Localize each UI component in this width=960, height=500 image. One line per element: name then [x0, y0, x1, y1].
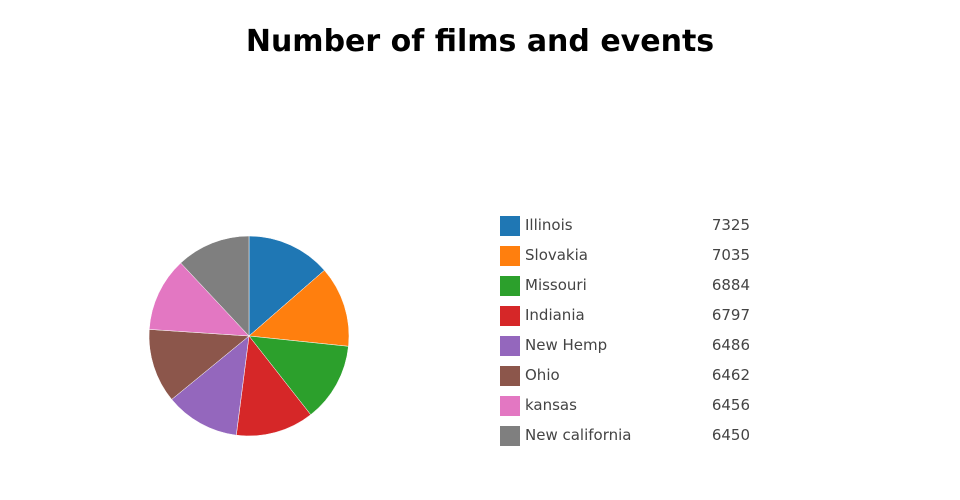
legend-item[interactable]: Slovakia 7035 — [500, 245, 760, 275]
pie-slice-kansas[interactable] — [148, 262, 250, 337]
legend-swatch — [500, 306, 520, 326]
legend-value: 6797 — [711, 306, 750, 324]
legend-value: 7035 — [711, 246, 750, 264]
legend: Illinois 7325 Slovakia 7035 Missouri 6884 Indi… — [500, 215, 760, 455]
chart-title: Number of films and events — [245, 24, 715, 59]
legend-value: 6456 — [711, 396, 750, 414]
legend-swatch — [500, 246, 520, 266]
legend-value: 6462 — [711, 366, 750, 384]
pie-slice-illinois[interactable] — [248, 235, 325, 337]
legend-label: Missouri — [525, 276, 587, 294]
legend-value: 6884 — [711, 276, 750, 294]
legend-item[interactable]: Illinois 7325 — [500, 215, 760, 245]
legend-item[interactable]: Indiania 6797 — [500, 305, 760, 335]
legend-label: Indiania — [525, 306, 585, 324]
legend-swatch — [500, 336, 520, 356]
pie-slice-indiania[interactable] — [236, 335, 312, 437]
legend-value: 7325 — [711, 216, 750, 234]
legend-swatch — [500, 396, 520, 416]
legend-swatch — [500, 426, 520, 446]
legend-label: New Hemp — [525, 336, 608, 354]
legend-label: Illinois — [525, 216, 573, 234]
legend-item[interactable]: Missouri 6884 — [500, 275, 760, 305]
legend-value: 6450 — [711, 426, 750, 444]
pie-slice-missouri[interactable] — [248, 335, 349, 416]
legend-label: Ohio — [525, 366, 560, 384]
legend-item[interactable]: kansas 6456 — [500, 395, 760, 425]
legend-item[interactable]: New Hemp 6486 — [500, 335, 760, 365]
legend-swatch — [500, 216, 520, 236]
legend-value: 6486 — [711, 336, 750, 354]
legend-label: New california — [525, 426, 632, 444]
pie-slice-slovakia[interactable] — [248, 269, 350, 347]
pie-slice-new-hemp[interactable] — [171, 335, 250, 436]
pie-slice-new-california[interactable] — [180, 235, 250, 337]
legend-swatch — [500, 366, 520, 386]
legend-label: Slovakia — [525, 246, 588, 264]
legend-swatch — [500, 276, 520, 296]
legend-item[interactable]: Ohio 6462 — [500, 365, 760, 395]
legend-item[interactable]: New california 6450 — [500, 425, 760, 455]
pie-slice-ohio[interactable] — [148, 329, 250, 400]
legend-label: kansas — [525, 396, 577, 414]
